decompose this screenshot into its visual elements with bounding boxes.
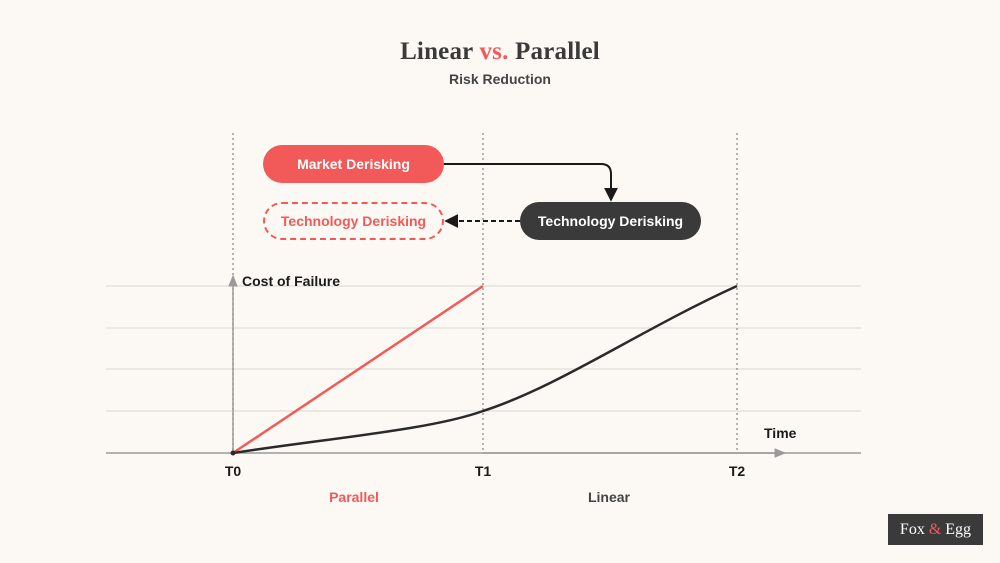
y-axis-label: Cost of Failure bbox=[242, 273, 341, 289]
market-to-tech-arrow bbox=[444, 163, 618, 202]
brand-logo: Fox & Egg bbox=[888, 514, 983, 545]
region-label-linear: Linear bbox=[587, 489, 630, 505]
origin-dot bbox=[230, 450, 236, 456]
region-label-parallel: Parallel bbox=[329, 489, 379, 505]
technology-derisking-linear-box: Technology Derisking bbox=[520, 202, 701, 240]
page-title: Linear vs. Parallel bbox=[0, 38, 1000, 66]
technology-derisking-parallel-box: Technology Derisking bbox=[263, 202, 444, 240]
linear-curve bbox=[232, 284, 738, 455]
tick-t0: T0 bbox=[224, 463, 242, 479]
x-axis-label: Time bbox=[764, 425, 797, 441]
logo-ampersand: & bbox=[928, 520, 942, 538]
market-derisking-box: Market Derisking bbox=[263, 145, 444, 183]
parallel-line bbox=[232, 284, 484, 455]
tick-t1: T1 bbox=[474, 463, 492, 479]
title-vs: vs. bbox=[479, 38, 509, 65]
logo-fox: Fox bbox=[899, 520, 925, 538]
title-linear: Linear bbox=[400, 38, 474, 65]
page-subtitle: Risk Reduction bbox=[449, 71, 551, 87]
logo-egg: Egg bbox=[945, 520, 972, 538]
title-parallel: Parallel bbox=[515, 38, 600, 65]
tick-t2: T2 bbox=[728, 463, 746, 479]
